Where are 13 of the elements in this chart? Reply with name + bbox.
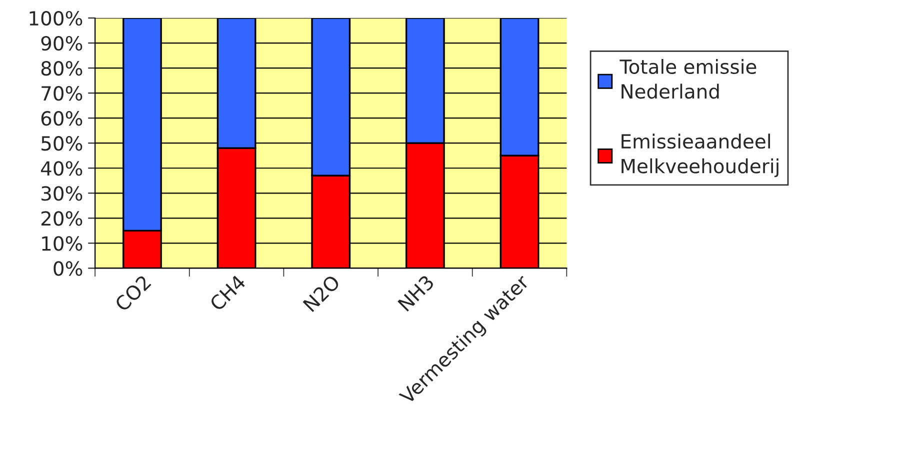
y-tick-label: 50%: [42, 136, 82, 151]
y-tick-label: 100%: [30, 10, 82, 26]
y-tick-label: 60%: [41, 111, 82, 126]
legend-label: Emissieaandeel Melkveehouderij: [622, 134, 778, 178]
legend-label: Totale emissie Nederland: [620, 58, 756, 99]
y-tick-label: 90%: [41, 36, 82, 51]
y-tick-label: 70%: [42, 86, 82, 101]
y-tick-label: 10%: [42, 236, 82, 251]
y-tick-label: 40%: [40, 161, 82, 176]
y-tick-label: 80%: [41, 60, 82, 76]
y-tick-label: 30%: [42, 186, 82, 201]
y-tick-label: 20%: [41, 211, 82, 226]
y-tick-label: 0%: [54, 261, 82, 276]
